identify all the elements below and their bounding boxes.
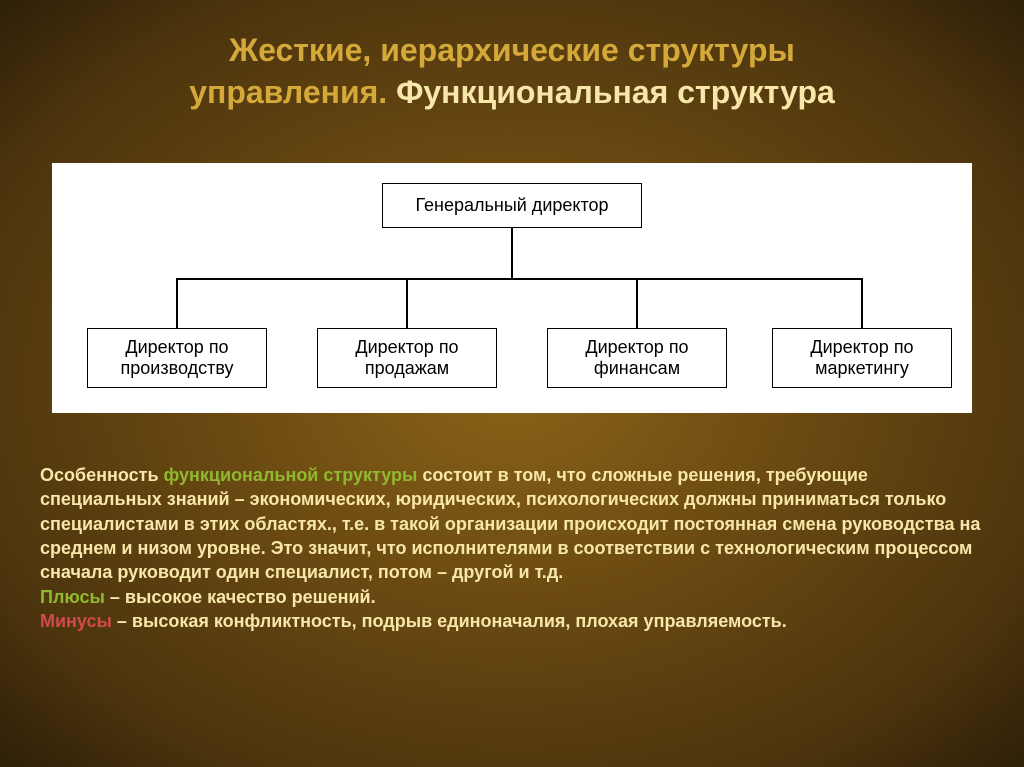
org-chart: Генеральный директор Директор по производ… (52, 163, 972, 413)
desc-plus-text: – высокое качество решений. (105, 587, 376, 607)
connector-root-down (511, 228, 513, 278)
org-child-box-1: Директор по продажам (317, 328, 497, 388)
title-line-2a: управления. (189, 74, 387, 110)
desc-plus-label: Плюсы (40, 587, 105, 607)
connector-drop-0 (176, 278, 178, 328)
title-line-2: управления. Функциональная структура (40, 72, 984, 114)
desc-lead: Особенность (40, 465, 164, 485)
slide-title: Жесткие, иерархические структуры управле… (0, 0, 1024, 113)
desc-minus-text: – высокая конфликтность, подрыв единонач… (112, 611, 787, 631)
title-line-2b: Функциональная структура (396, 74, 835, 110)
connector-horizontal (176, 278, 863, 280)
connector-drop-1 (406, 278, 408, 328)
org-child-box-3: Директор по маркетингу (772, 328, 952, 388)
connector-drop-3 (861, 278, 863, 328)
title-line-1: Жесткие, иерархические структуры (40, 30, 984, 72)
connector-drop-2 (636, 278, 638, 328)
desc-highlight: функциональной структуры (164, 465, 418, 485)
description-block: Особенность функциональной структуры сос… (40, 463, 984, 633)
desc-minus-label: Минусы (40, 611, 112, 631)
org-child-box-0: Директор по производству (87, 328, 267, 388)
org-child-box-2: Директор по финансам (547, 328, 727, 388)
org-root-box: Генеральный директор (382, 183, 642, 228)
